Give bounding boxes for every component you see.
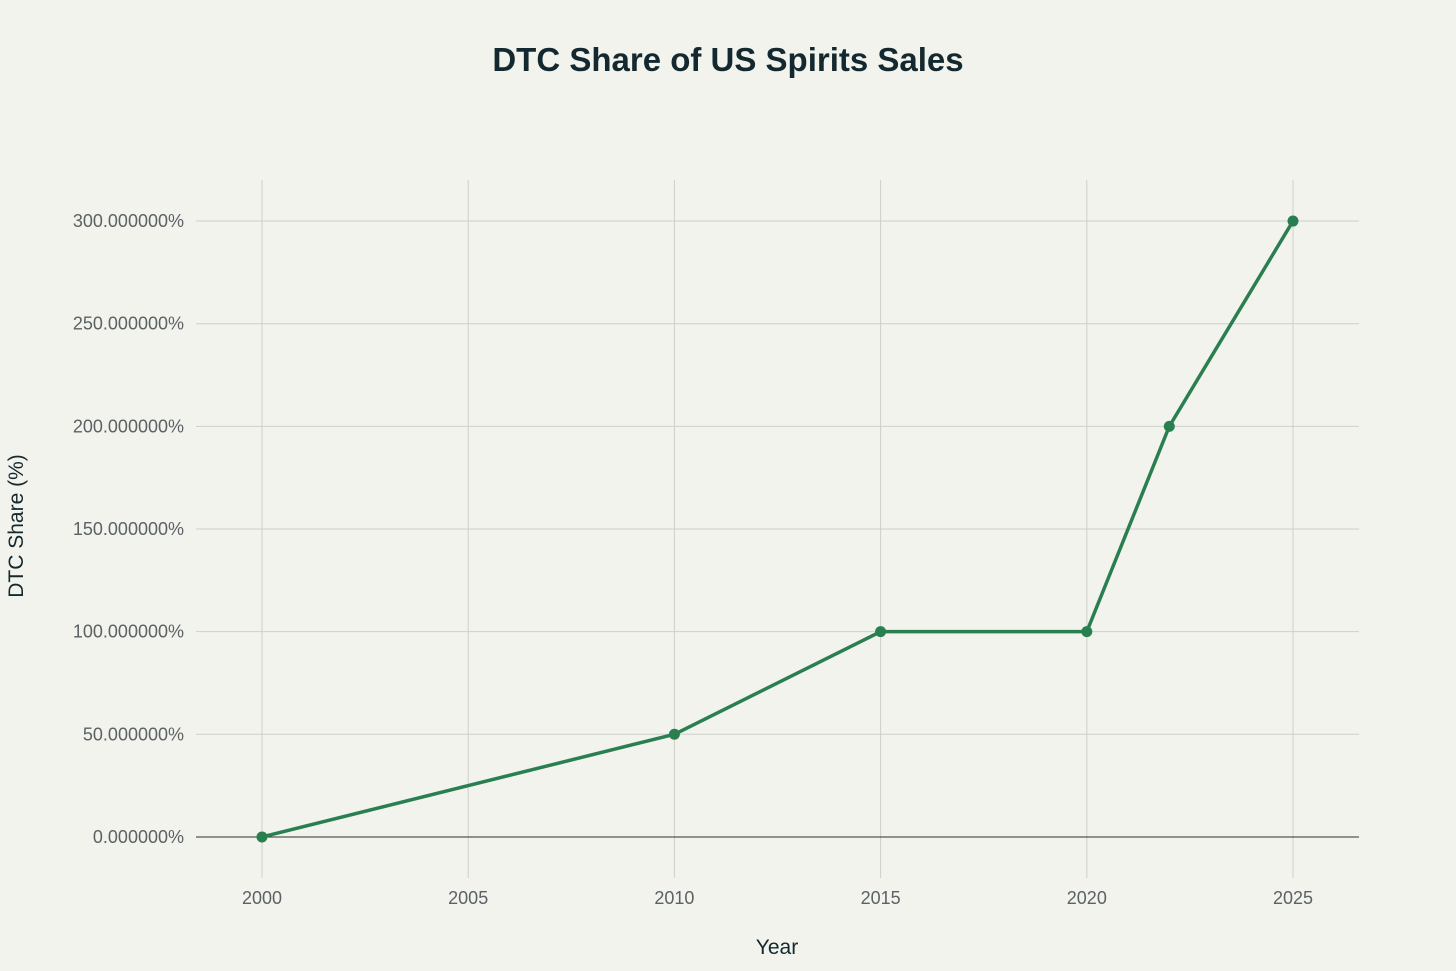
data-point: [875, 626, 887, 638]
y-tick-labels: 0.000000% 50.000000% 100.000000% 150.000000…: [73, 211, 184, 847]
chart-title: DTC Share of US Spirits Sales: [492, 41, 963, 78]
x-gridlines: [261, 180, 1294, 878]
data-point: [1287, 215, 1299, 227]
x-tick-label: 2025: [1273, 888, 1313, 908]
y-tick-label: 300.000000%: [73, 211, 184, 231]
y-gridlines: [196, 220, 1359, 735]
x-axis-title: Year: [756, 936, 798, 959]
data-point: [668, 728, 680, 740]
x-tick-labels: 2000 2005 2010 2015 2020 2025: [242, 888, 1313, 908]
series-line: [260, 219, 1295, 839]
y-tick-label: 100.000000%: [73, 622, 184, 642]
x-tick-label: 2010: [654, 888, 694, 908]
x-tick-label: 2015: [861, 888, 901, 908]
data-point: [256, 831, 268, 843]
y-tick-label: 250.000000%: [73, 314, 184, 334]
y-axis-title: DTC Share (%): [5, 454, 28, 598]
x-tick-label: 2005: [448, 888, 488, 908]
data-point: [1081, 626, 1093, 638]
points-group: [256, 215, 1299, 843]
y-tick-label: 200.000000%: [73, 416, 184, 436]
x-tick-label: 2020: [1067, 888, 1107, 908]
data-point: [1163, 420, 1175, 432]
series-group: [260, 219, 1295, 839]
y-tick-label: 150.000000%: [73, 519, 184, 539]
y-tick-label: 0.000000%: [93, 827, 184, 847]
y-tick-label: 50.000000%: [83, 724, 184, 744]
x-tick-label: 2000: [242, 888, 282, 908]
